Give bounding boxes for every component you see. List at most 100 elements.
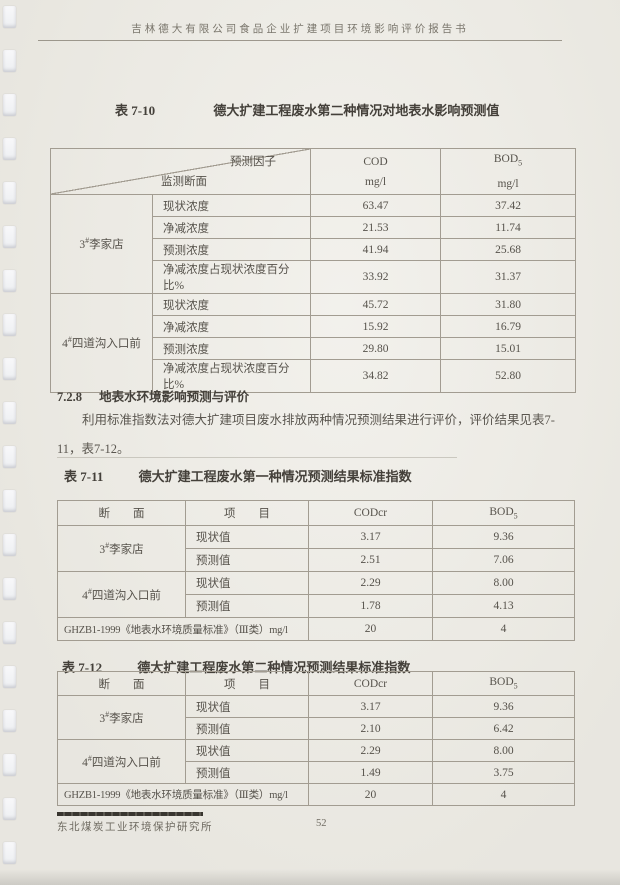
cod-value: 3.17 — [308, 695, 433, 718]
section-title: 地表水环境影响预测与评价 — [99, 390, 250, 404]
table-row: 4#四道沟入口前 现状值 2.29 8.00 — [57, 571, 575, 618]
table-row: 预测值 2.51 7.06 — [58, 548, 575, 572]
bod-value: 37.42 — [440, 194, 576, 217]
binding-hole — [3, 798, 16, 820]
standard-bod: 4 — [432, 617, 575, 641]
binding-holes — [3, 0, 21, 885]
bod-value: 6.42 — [432, 717, 575, 740]
bod-value: 7.06 — [432, 548, 575, 572]
table-7-12-header-row: 断 面 项 目 CODcr BOD5 — [57, 671, 575, 696]
bod-value: 11.74 — [440, 216, 576, 239]
table-7-10-title: 德大扩建工程废水第二种情况对地表水影响预测值 — [213, 103, 500, 118]
binding-hole — [3, 446, 16, 468]
cod-value: 63.47 — [310, 194, 441, 217]
cod-value: 2.29 — [308, 571, 433, 595]
bod-value: 16.79 — [440, 315, 576, 338]
item-cell: 预测值 — [185, 761, 309, 784]
table-7-11: 断 面 项 目 CODcr BOD5 3#李家店 现状值 3.17 9.36 预… — [57, 500, 575, 641]
bod-value: 8.00 — [432, 571, 575, 595]
item-cell: 预测浓度 — [152, 238, 311, 261]
binding-hole — [3, 534, 16, 556]
header-item: 项 目 — [185, 671, 309, 696]
table-row: 4#四道沟入口前 现状值 2.29 8.00 — [57, 739, 575, 784]
binding-hole — [3, 402, 16, 424]
table-7-10-caption: 表 7-10 德大扩建工程废水第二种情况对地表水影响预测值 — [115, 100, 499, 119]
cod-value: 1.49 — [308, 761, 433, 784]
cod-value: 41.94 — [310, 238, 441, 261]
header-item: 项 目 — [185, 500, 309, 526]
item-cell: 净减浓度 — [152, 315, 311, 338]
header-codcr: CODcr — [308, 671, 433, 696]
item-cell: 现状值 — [185, 571, 309, 595]
standard-row: GHZB1-1999《地表水环境质量标准》（Ⅲ类）mg/l 20 4 — [57, 617, 575, 641]
table-row: 净减浓度 15.92 16.79 — [51, 315, 576, 338]
cod-value: 33.92 — [310, 260, 441, 294]
standard-row: GHZB1-1999《地表水环境质量标准》（Ⅲ类）mg/l 20 4 — [57, 783, 575, 806]
table-7-11-caption: 表 7-11 德大扩建工程废水第一种情况预测结果标准指数 — [64, 466, 412, 485]
bod-value: 31.37 — [440, 260, 576, 294]
site-cell: 4#四道沟入口前 — [57, 739, 186, 784]
column-header-cod: COD mg/l — [310, 148, 441, 195]
site-cell: 3#李家店 — [57, 695, 186, 740]
section-heading: 7.2.8 地表水环境影响预测与评价 — [57, 386, 249, 405]
cod-name: COD — [363, 155, 388, 168]
table-7-11-label: 表 7-11 — [64, 469, 104, 484]
table-row: 4#四道沟入口前 现状浓度 45.72 31.80 — [50, 293, 576, 393]
item-cell: 现状浓度 — [152, 194, 311, 217]
table-7-11-title: 德大扩建工程废水第一种情况预测结果标准指数 — [138, 469, 412, 484]
bod-value: 4.13 — [432, 594, 575, 618]
binding-hole — [3, 578, 16, 600]
header-codcr: CODcr — [308, 500, 433, 526]
item-cell: 净减浓度 — [152, 216, 311, 239]
item-cell: 预测浓度 — [152, 337, 311, 360]
binding-hole — [3, 182, 16, 204]
bod-value: 31.80 — [440, 293, 576, 316]
bod-value: 52.80 — [440, 359, 576, 393]
running-header: 吉林德大有限公司食品企业扩建项目环境影响评价报告书 — [131, 24, 469, 35]
section-number: 7.2.8 — [57, 390, 82, 404]
corner-section-label: 监测断面 — [161, 176, 207, 188]
item-cell: 预测值 — [185, 548, 309, 572]
cod-value: 2.51 — [308, 548, 433, 572]
binding-hole — [3, 754, 16, 776]
section-paragraph: 利用标准指数法对德大扩建项目废水排放两种情况预测结果进行评价，评价结果见表7-1… — [57, 413, 555, 456]
diagonal-header-cell: 预测因子 监测断面 — [50, 148, 311, 195]
table-7-12: 断 面 项 目 CODcr BOD5 3#李家店 现状值 3.17 9.36 预… — [57, 671, 575, 806]
binding-hole — [3, 622, 16, 644]
footer-organization: 东北煤炭工业环境保护研究所 — [57, 822, 213, 833]
corner-factor-label: 预测因子 — [230, 156, 276, 168]
table-row: 净减浓度占现状浓度百分比% 33.92 31.37 — [51, 260, 576, 294]
bod-value: 15.01 — [440, 337, 576, 360]
item-cell: 现状值 — [185, 525, 309, 549]
column-header-bod5: BOD5 mg/l — [440, 148, 576, 195]
item-cell: 净减浓度占现状浓度百分比% — [152, 359, 311, 393]
item-cell: 预测值 — [185, 594, 309, 618]
cod-value: 1.78 — [308, 594, 433, 618]
bod-value: 9.36 — [432, 525, 575, 549]
header-section: 断 面 — [57, 500, 186, 526]
site-cell: 3#李家店 — [50, 194, 153, 294]
standard-cod: 20 — [308, 783, 433, 806]
item-cell: 预测值 — [185, 717, 309, 740]
table-7-10-label: 表 7-10 — [115, 103, 156, 118]
item-cell: 现状值 — [185, 695, 309, 718]
binding-hole — [3, 50, 16, 72]
page-number: 52 — [316, 818, 327, 829]
bod-value: 3.75 — [432, 761, 575, 784]
item-cell: 现状浓度 — [152, 293, 311, 316]
standard-label: GHZB1-1999《地表水环境质量标准》（Ⅲ类）mg/l — [57, 617, 309, 641]
binding-hole — [3, 842, 16, 864]
cod-unit: mg/l — [364, 175, 387, 188]
scan-artifact-line — [57, 457, 457, 458]
binding-hole — [3, 270, 16, 292]
table-row: 3#李家店 现状浓度 63.47 37.42 — [50, 194, 576, 294]
standard-label: GHZB1-1999《地表水环境质量标准》（Ⅲ类）mg/l — [57, 783, 309, 806]
table-row: 3#李家店 现状值 3.17 9.36 — [57, 695, 575, 740]
table-row: 净减浓度占现状浓度百分比% 34.82 52.80 — [51, 359, 576, 393]
standard-bod: 4 — [432, 783, 575, 806]
bod5-name: BOD5 — [493, 153, 523, 168]
table-7-10: 预测因子 监测断面 COD mg/l BOD5 mg/l 3#李家店 现状浓度 … — [50, 148, 576, 393]
table-7-10-header-row: 预测因子 监测断面 COD mg/l BOD5 mg/l — [50, 148, 576, 195]
bod-value: 9.36 — [432, 695, 575, 718]
